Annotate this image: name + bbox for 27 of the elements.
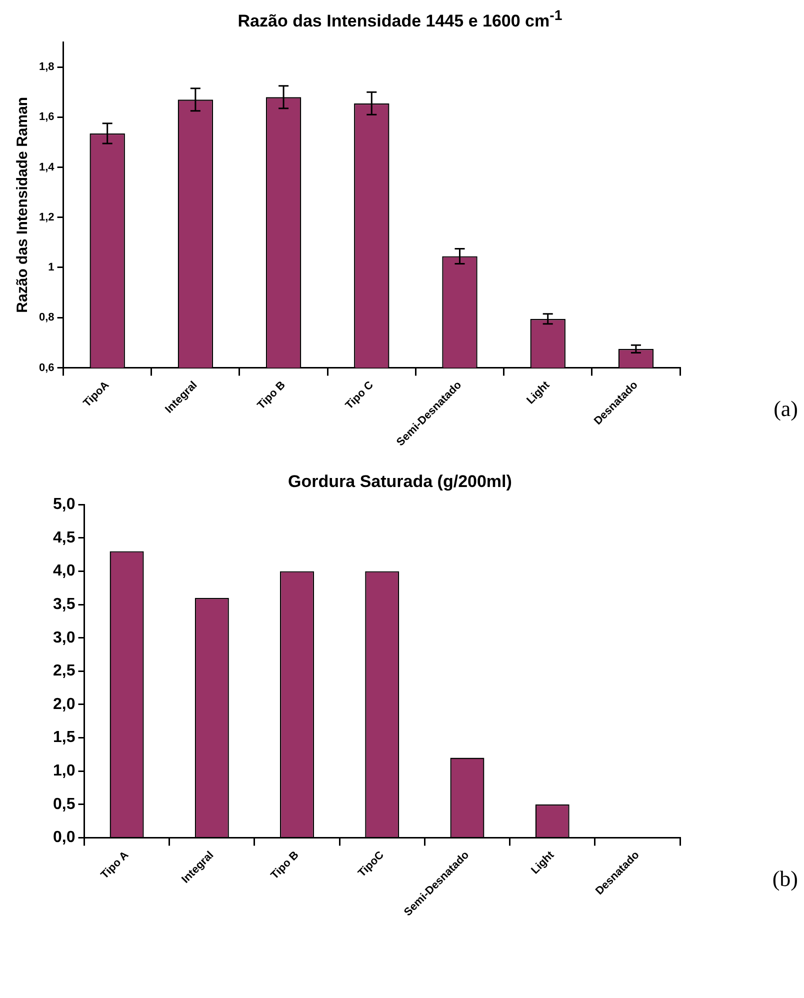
y-tick-label: 0,8 — [38, 311, 54, 324]
y-tick-label: 4,5 — [52, 528, 76, 546]
y-tick-label: 2,0 — [52, 696, 76, 713]
chart-title: Razão das Intensidade 1445 e 1600 cm$^{-1}$ — [236, 8, 564, 32]
y-tick-label: 0,6 — [38, 361, 54, 374]
y-tick-label: 0,5 — [52, 795, 76, 812]
y-tick-label: 3,5 — [52, 596, 76, 613]
x-tick-label: Tipo B — [255, 378, 288, 412]
y-tick-label: 0,0 — [52, 828, 76, 846]
y-tick-label: 1,0 — [52, 762, 76, 780]
y-tick-label: 1,8 — [38, 60, 54, 73]
x-tick-label: Tipo C — [343, 378, 376, 412]
y-tick-label: 2,5 — [52, 662, 76, 680]
y-tick-label: 1,5 — [52, 728, 76, 746]
y-tick-label: 4,0 — [52, 562, 76, 580]
y-tick-label: 5,0 — [52, 496, 76, 513]
y-tick-label: 1,6 — [38, 110, 54, 123]
y-axis-title: Razão das Intensidade Raman — [14, 96, 32, 312]
chart-title: Gordura Saturada (g/200ml) — [287, 472, 513, 492]
y-tick-label: 1,2 — [38, 211, 54, 224]
y-tick-label: 1,4 — [38, 160, 56, 173]
text: (a) — [774, 396, 798, 422]
x-tick-label: Tipo B — [268, 848, 302, 882]
x-tick-label: Tipo A — [98, 848, 132, 882]
y-tick-label: 1 — [48, 261, 54, 274]
text: (b) — [772, 866, 798, 892]
y-tick-label: 3,0 — [52, 628, 76, 646]
